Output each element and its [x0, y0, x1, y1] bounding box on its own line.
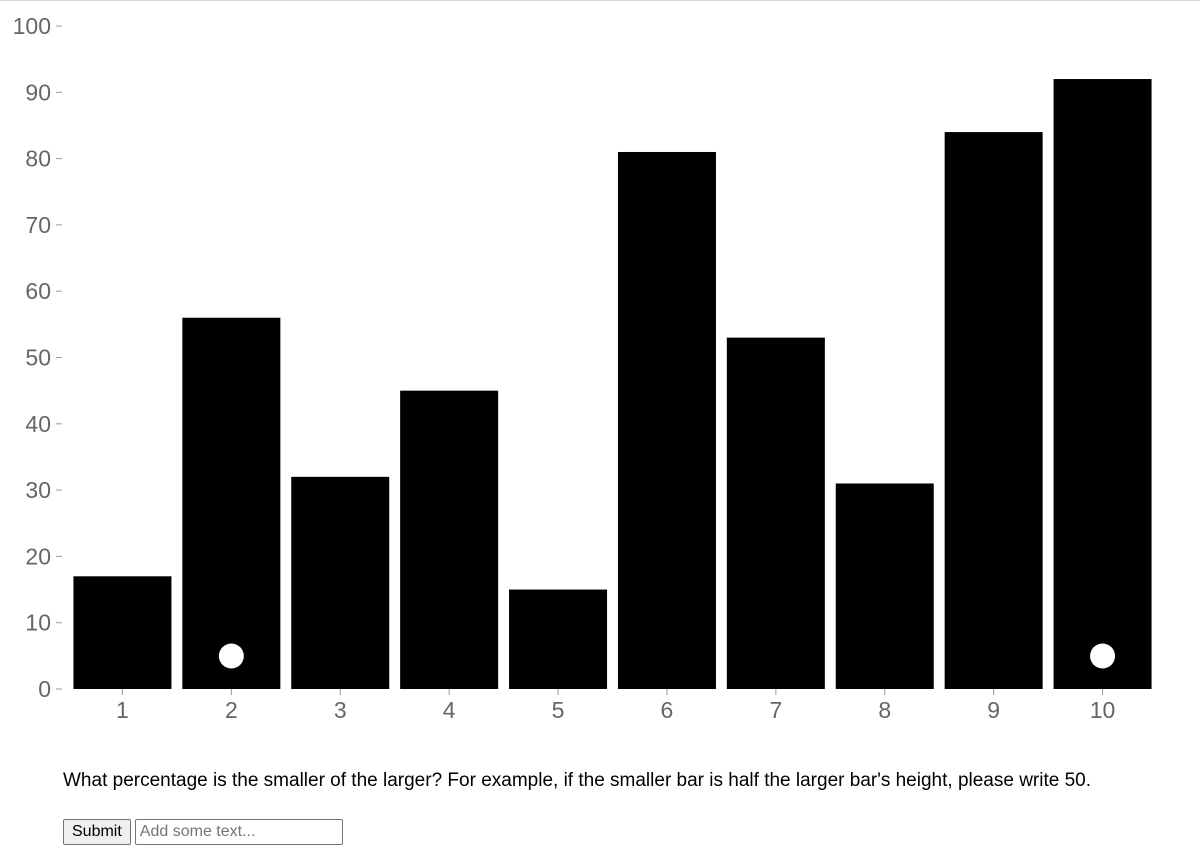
- x-tick-label: 2: [225, 697, 238, 723]
- bar: [617, 151, 716, 690]
- y-tick-label: 10: [25, 610, 51, 636]
- y-tick-label: 50: [25, 345, 51, 371]
- y-tick-label: 0: [38, 676, 51, 702]
- bar: [291, 476, 390, 689]
- x-tick-label: 4: [443, 697, 456, 723]
- x-tick-label: 7: [769, 697, 782, 723]
- bar: [400, 390, 499, 689]
- question-text: What percentage is the smaller of the la…: [63, 770, 1092, 791]
- submit-button[interactable]: Submit: [63, 819, 131, 845]
- y-tick-label: 40: [25, 411, 51, 437]
- bar-marker-dot: [218, 643, 244, 669]
- bar: [182, 317, 281, 689]
- bar: [835, 483, 934, 689]
- x-tick-label: 9: [987, 697, 1000, 723]
- x-tick-label: 8: [878, 697, 891, 723]
- x-tick-label: 10: [1090, 697, 1116, 723]
- bar: [509, 589, 608, 689]
- y-tick-label: 60: [25, 278, 51, 304]
- bar: [944, 132, 1043, 689]
- answer-form: Submit: [63, 819, 343, 845]
- x-tick-label: 6: [661, 697, 674, 723]
- y-tick-label: 90: [25, 79, 51, 105]
- bar: [73, 576, 172, 689]
- x-tick-label: 1: [116, 697, 129, 723]
- x-tick-label: 5: [552, 697, 565, 723]
- y-tick-label: 80: [25, 146, 51, 172]
- x-tick-label: 3: [334, 697, 347, 723]
- bar-chart: 0 10 20 30 40 50 60 70 80 90 100 1 2 3 4 5 6 7 8 9 10: [13, 13, 1152, 723]
- y-tick-label: 70: [25, 212, 51, 238]
- y-tick-label: 100: [13, 13, 51, 39]
- top-divider: [0, 0, 1200, 1]
- answer-input[interactable]: [134, 819, 343, 845]
- bar-marker-dot: [1090, 643, 1116, 669]
- y-tick-label: 30: [25, 477, 51, 503]
- y-tick-label: 20: [25, 543, 51, 569]
- bar: [1053, 79, 1152, 690]
- bar: [726, 337, 825, 689]
